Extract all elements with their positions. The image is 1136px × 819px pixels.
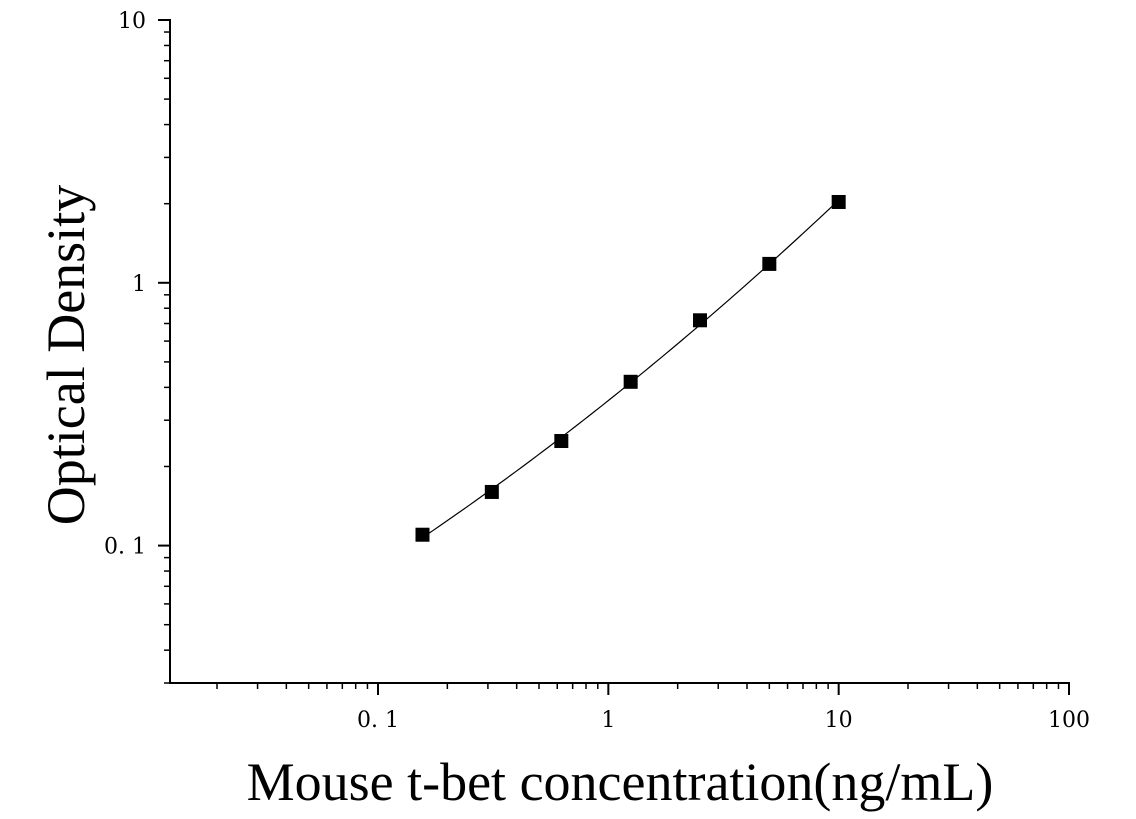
y-axis-title: Optical Density [36,185,96,525]
y-tick-label: 1 [132,272,146,297]
data-point [623,374,638,389]
x-tick-label: 100 [1048,708,1090,733]
y-tick-label: 0. 1 [104,535,146,560]
y-tick-label: 10 [118,9,146,34]
data-points-layer [415,194,846,542]
x-tick-label: 10 [825,708,853,733]
data-point [484,484,499,499]
data-point [762,256,777,271]
data-point [831,194,846,209]
data-point [692,313,707,328]
x-tick-label: 0. 1 [357,708,399,733]
x-axis-title: Mouse t-bet concentration(ng/mL) [247,752,994,812]
x-tick-label: 1 [601,708,615,733]
data-point [415,527,430,542]
axes: 0. 1 1 10 100 0. 1 1 10 [104,9,1090,733]
data-point [554,434,569,449]
